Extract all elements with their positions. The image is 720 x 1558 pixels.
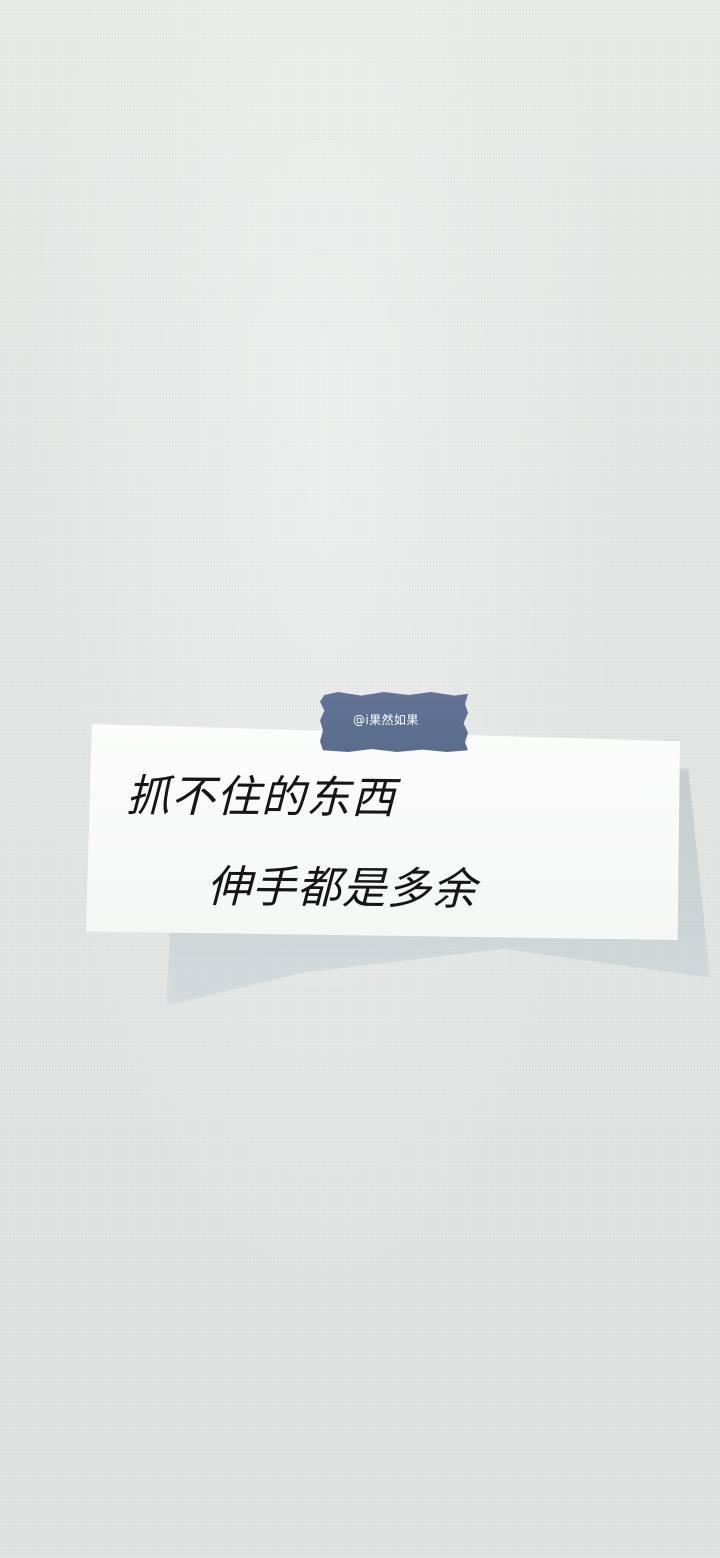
note-line-1: 抓不住的东西 <box>125 770 397 825</box>
paper-note <box>86 724 680 940</box>
masking-tape <box>320 692 468 752</box>
tape-watermark: @i果然如果 <box>353 713 419 727</box>
note-line-2: 伸手都是多余 <box>206 861 478 916</box>
